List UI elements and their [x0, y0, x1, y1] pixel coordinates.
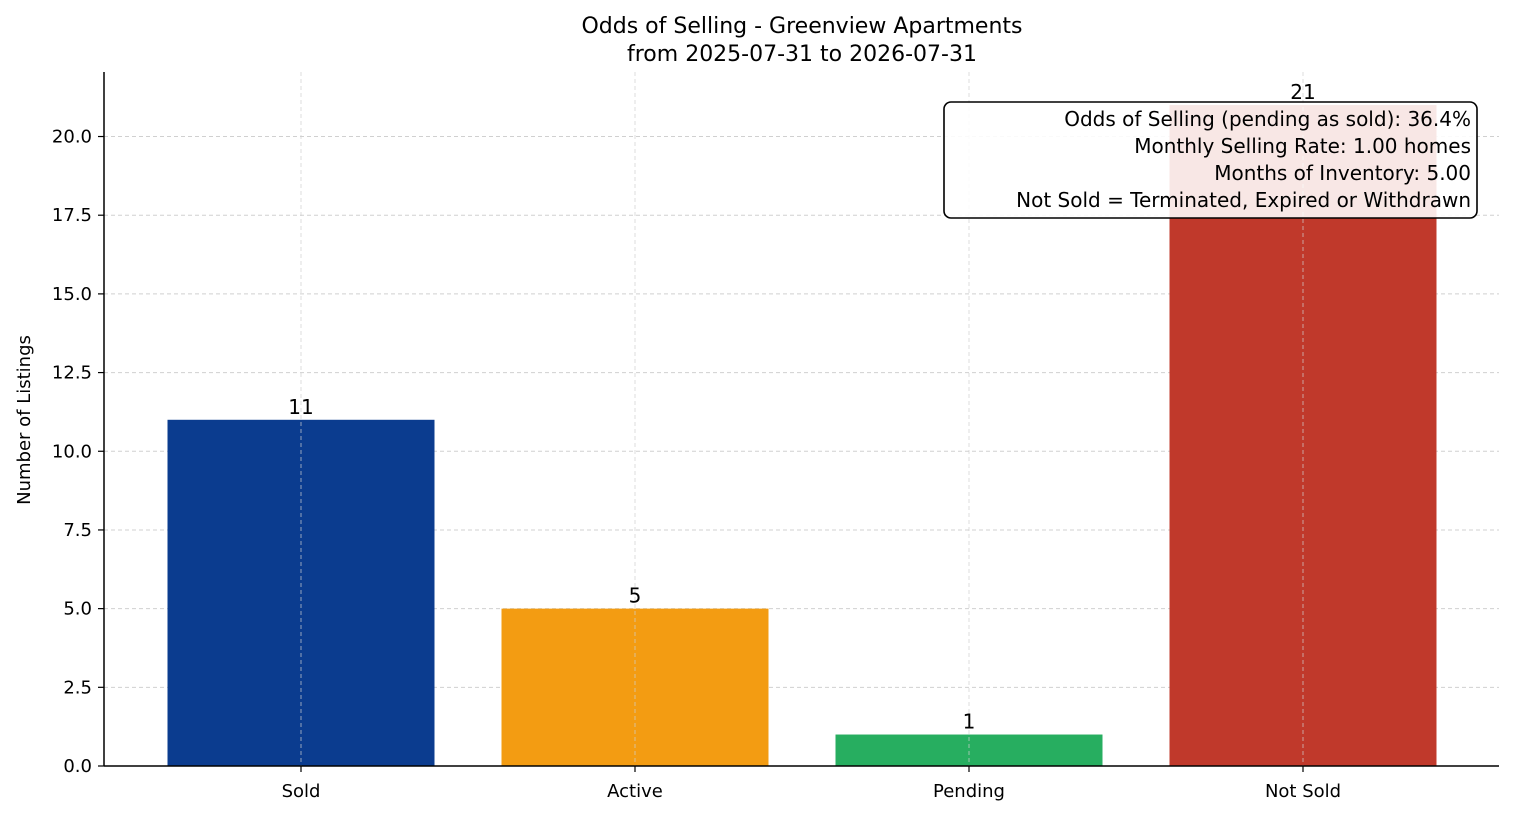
- bar-value-label: 11: [288, 395, 313, 419]
- y-tick-label: 12.5: [52, 363, 92, 384]
- data-label-layer: 11 5 1 21: [288, 80, 1315, 733]
- y-axis-label: Number of Listings: [14, 335, 35, 505]
- y-tick-label: 5.0: [63, 599, 92, 620]
- info-box-line: Months of Inventory: 5.00: [1214, 161, 1471, 185]
- y-tick-label: 2.5: [63, 677, 92, 698]
- bar-value-label: 5: [629, 584, 642, 608]
- y-tick-label: 10.0: [52, 441, 92, 462]
- chart-subtitle: from 2025-07-31 to 2026-07-31: [627, 42, 977, 67]
- y-tick-label: 17.5: [52, 205, 92, 226]
- info-box-line: Monthly Selling Rate: 1.00 homes: [1134, 134, 1471, 158]
- y-tick-label: 20.0: [52, 127, 92, 148]
- info-box: Odds of Selling (pending as sold): 36.4%…: [943, 101, 1478, 219]
- info-box-line: Not Sold = Terminated, Expired or Withdr…: [1016, 188, 1471, 212]
- y-tick-label: 0.0: [63, 756, 92, 777]
- x-tick-label: Active: [607, 781, 663, 802]
- x-tick-label: Not Sold: [1265, 781, 1341, 802]
- bar-value-label: 1: [963, 710, 976, 734]
- chart-title: Odds of Selling - Greenview Apartments: [581, 14, 1022, 39]
- y-tick-label: 7.5: [63, 520, 92, 541]
- x-tick-label: Pending: [933, 781, 1005, 802]
- x-tick-label: Sold: [282, 781, 321, 802]
- axis-layer: 0.0 2.5 5.0 7.5 10.0 12.5 15.0 17.5 20.0 Sold Acti…: [52, 72, 1499, 802]
- y-tick-label: 15.0: [52, 284, 92, 305]
- bar-value-label: 21: [1290, 80, 1315, 104]
- info-box-line: Odds of Selling (pending as sold): 36.4%: [1064, 107, 1471, 131]
- info-box-frame: [943, 101, 1478, 219]
